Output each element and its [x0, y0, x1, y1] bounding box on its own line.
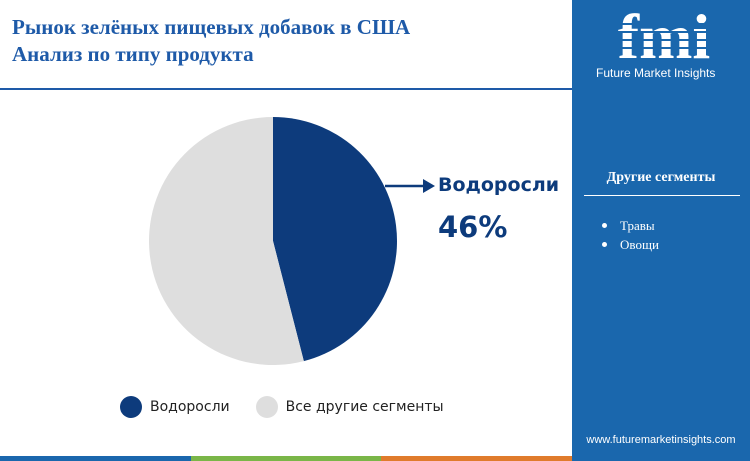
segments-list: Травы Овощи — [602, 216, 659, 254]
chart-legend: Водоросли Все другие сегменты — [120, 396, 470, 418]
sidebar: fmi Future Market Insights Другие сегмен… — [572, 0, 750, 461]
bottom-bar-segment — [0, 456, 191, 461]
fmi-logo-icon: fmi — [594, 2, 734, 64]
segment-item: Овощи — [602, 235, 659, 254]
segments-divider — [584, 195, 740, 196]
pie-slice-0 — [273, 117, 397, 362]
legend-swatch — [255, 396, 278, 418]
legend-label: Все другие сегменты — [285, 399, 444, 415]
legend-swatch — [120, 396, 142, 418]
callout-value: 46% — [438, 210, 508, 244]
bottom-color-bar — [0, 456, 573, 461]
legend-label: Водоросли — [150, 399, 230, 415]
callout-label: Водоросли — [438, 174, 560, 196]
segment-item: Травы — [602, 216, 659, 235]
website-link[interactable]: www.futuremarketinsights.com — [586, 434, 736, 446]
logo-tagline: Future Market Insights — [596, 66, 716, 80]
callout-arrow-icon — [385, 179, 435, 193]
bottom-bar-segment — [190, 456, 382, 461]
chart-title-line1: Рынок зелёных пищевых добавок в США — [12, 15, 411, 39]
segments-heading: Другие сегменты — [606, 170, 716, 185]
pie-slice-1 — [148, 117, 304, 365]
chart-title-line2: Анализ по типу продукта — [12, 42, 254, 66]
bottom-bar-segment — [381, 456, 573, 461]
title-divider — [0, 88, 572, 90]
legend-item-0: Водоросли — [120, 396, 230, 418]
chart-title: Рынок зелёных пищевых добавок в США Анал… — [12, 14, 552, 68]
legend-item-1: Все другие сегменты — [255, 396, 444, 418]
pie-chart — [148, 117, 397, 365]
